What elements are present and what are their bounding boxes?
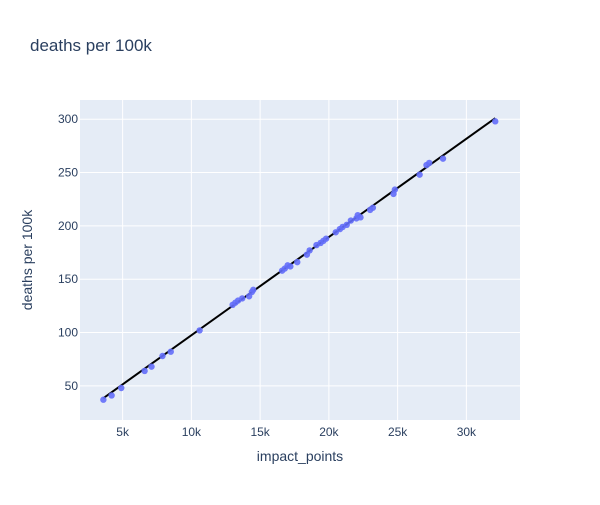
data-point	[492, 118, 499, 125]
x-tick-label: 20k	[319, 425, 339, 439]
data-point	[148, 363, 155, 370]
data-point	[100, 396, 107, 403]
x-tick-label: 5k	[116, 425, 130, 439]
y-tick-label: 200	[58, 219, 78, 233]
data-point	[322, 235, 330, 242]
data-point	[357, 214, 364, 221]
x-tick-label: 10k	[182, 425, 202, 439]
scatter-points	[100, 118, 499, 403]
data-point	[416, 171, 423, 178]
data-point	[306, 247, 313, 254]
data-point	[347, 217, 355, 224]
grid-lines	[80, 100, 520, 420]
data-point	[167, 348, 174, 355]
data-point	[287, 263, 294, 270]
data-point	[141, 367, 148, 375]
data-point	[239, 295, 246, 302]
y-tick-label: 300	[58, 112, 78, 126]
y-tick-label: 50	[65, 379, 79, 393]
data-point	[108, 392, 115, 399]
x-tick-label: 15k	[250, 425, 270, 439]
x-tick-label: 30k	[457, 425, 477, 439]
x-tick-label: 25k	[388, 425, 408, 439]
data-point	[369, 204, 377, 211]
data-point	[294, 258, 301, 266]
data-point	[439, 155, 447, 162]
y-tick-label: 250	[58, 166, 78, 180]
data-point	[250, 286, 257, 294]
tick-labels: 5k 10k 15k 20k 25k 30k 50 100 150 200 250 300	[58, 112, 477, 439]
y-tick-label: 100	[58, 326, 78, 340]
data-point	[426, 159, 433, 167]
data-point	[391, 186, 399, 193]
data-point	[343, 221, 350, 228]
data-point	[159, 352, 166, 360]
x-axis-label: impact_points	[257, 448, 343, 464]
data-point	[118, 384, 125, 392]
y-axis-label: deaths per 100k	[19, 209, 35, 310]
y-tick-label: 150	[58, 272, 78, 286]
chart-title: deaths per 100k	[30, 36, 152, 55]
data-point	[196, 327, 203, 334]
